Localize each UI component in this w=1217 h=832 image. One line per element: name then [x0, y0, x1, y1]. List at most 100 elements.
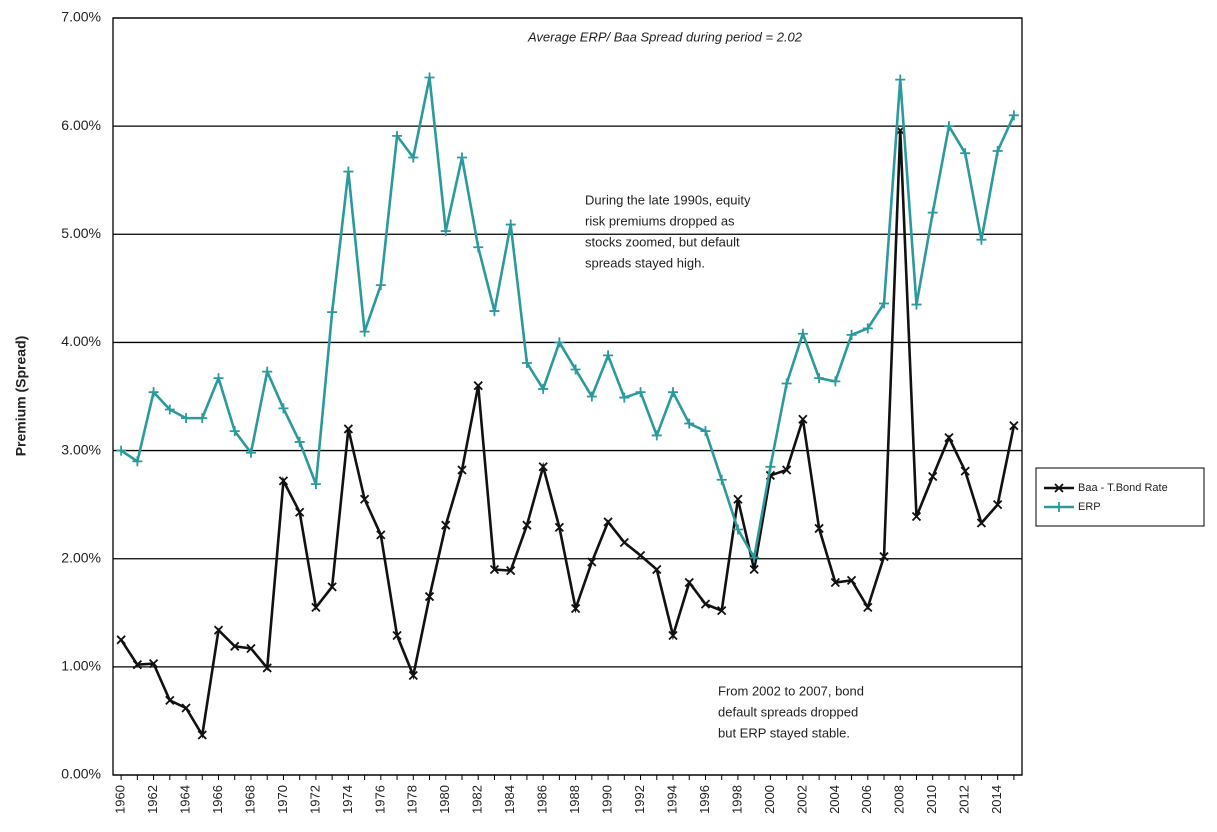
point-marker — [375, 280, 386, 291]
point-marker — [456, 152, 467, 163]
x-tick-label: 1964 — [177, 785, 192, 814]
point-marker — [489, 564, 500, 575]
point-marker — [1009, 421, 1019, 431]
annotation: During the late 1990s, equity — [585, 192, 751, 207]
point-marker — [473, 381, 483, 391]
x-tick-label: 2012 — [957, 785, 972, 814]
y-tick-label: 1.00% — [61, 658, 101, 674]
point-marker — [651, 430, 662, 441]
x-tick-label: 1972 — [307, 785, 322, 814]
point-marker — [895, 74, 906, 85]
point-marker — [928, 471, 938, 482]
x-tick-label: 1966 — [210, 785, 225, 814]
annotation: From 2002 to 2007, bond — [718, 683, 864, 698]
point-marker — [619, 537, 629, 548]
point-marker — [327, 307, 338, 318]
x-tick-label: 1988 — [567, 785, 582, 814]
point-marker — [993, 500, 1003, 510]
point-marker — [570, 364, 581, 375]
annotation: risk premiums dropped as — [585, 213, 735, 228]
point-marker — [506, 565, 516, 576]
point-marker — [295, 507, 305, 517]
point-marker — [814, 373, 825, 384]
point-marker — [473, 242, 484, 253]
x-tick-label: 1994 — [664, 785, 679, 814]
annotation: default spreads dropped — [718, 704, 858, 719]
point-marker — [733, 494, 743, 504]
point-marker — [863, 602, 873, 613]
point-marker — [960, 148, 971, 159]
point-marker — [684, 577, 694, 588]
point-marker — [262, 663, 272, 673]
point-marker — [586, 391, 597, 402]
point-marker — [587, 557, 597, 567]
x-tick-label: 1970 — [275, 785, 290, 814]
x-tick-label: 1990 — [600, 785, 615, 814]
point-marker — [879, 551, 889, 562]
point-marker — [944, 432, 954, 443]
point-marker — [278, 403, 289, 414]
series-line — [120, 77, 1016, 562]
point-marker — [1008, 110, 1019, 121]
point-marker — [246, 643, 256, 654]
point-marker — [1054, 502, 1064, 512]
point-marker — [846, 575, 857, 585]
point-marker — [992, 146, 1003, 157]
point-marker — [668, 630, 678, 641]
point-marker — [700, 599, 711, 609]
x-tick-label: 1996 — [697, 785, 712, 814]
legend-label: ERP — [1078, 501, 1101, 513]
point-marker — [213, 625, 224, 635]
y-tick-label: 4.00% — [61, 333, 101, 349]
point-marker — [717, 605, 727, 616]
y-tick-label: 7.00% — [61, 9, 101, 25]
point-marker — [424, 72, 435, 83]
point-marker — [392, 130, 403, 141]
annotation: spreads stayed high. — [585, 255, 705, 270]
point-marker — [603, 350, 614, 361]
y-tick-label: 0.00% — [61, 766, 101, 782]
point-marker — [554, 337, 565, 348]
legend-label: Baa - T.Bond Rate — [1078, 482, 1168, 494]
point-marker — [521, 357, 532, 368]
point-marker — [148, 387, 159, 398]
point-marker — [765, 461, 776, 472]
point-marker — [132, 456, 143, 467]
x-tick-label: 1992 — [632, 785, 647, 814]
point-marker — [781, 378, 792, 389]
y-tick-label: 3.00% — [61, 441, 101, 457]
x-tick-label: 2002 — [794, 785, 809, 814]
point-marker — [911, 511, 922, 522]
point-marker — [310, 479, 321, 490]
point-marker — [343, 424, 354, 434]
point-marker — [489, 306, 500, 317]
point-marker — [245, 447, 256, 458]
x-tick-label: 1976 — [372, 785, 387, 814]
x-tick-label: 2008 — [892, 785, 907, 814]
point-marker — [830, 376, 841, 387]
point-marker — [359, 494, 370, 504]
point-marker — [862, 323, 873, 334]
point-marker — [278, 476, 289, 486]
point-marker — [408, 152, 419, 163]
point-marker — [538, 383, 549, 394]
point-marker — [408, 670, 418, 681]
y-tick-label: 2.00% — [61, 549, 101, 565]
point-marker — [749, 564, 759, 575]
point-marker — [684, 418, 695, 429]
x-tick-label: 2010 — [924, 785, 939, 814]
point-marker — [441, 520, 451, 530]
point-marker — [830, 577, 840, 588]
x-tick-label: 1980 — [437, 785, 452, 814]
point-marker — [424, 591, 435, 602]
point-marker — [311, 602, 321, 613]
point-marker — [619, 392, 630, 403]
point-marker — [927, 207, 938, 218]
point-marker — [262, 366, 273, 377]
point-marker — [376, 530, 386, 540]
point-marker — [652, 564, 662, 575]
point-marker — [570, 603, 581, 614]
point-marker — [814, 523, 824, 534]
point-marker — [976, 518, 987, 528]
x-tick-label: 2004 — [827, 785, 842, 814]
